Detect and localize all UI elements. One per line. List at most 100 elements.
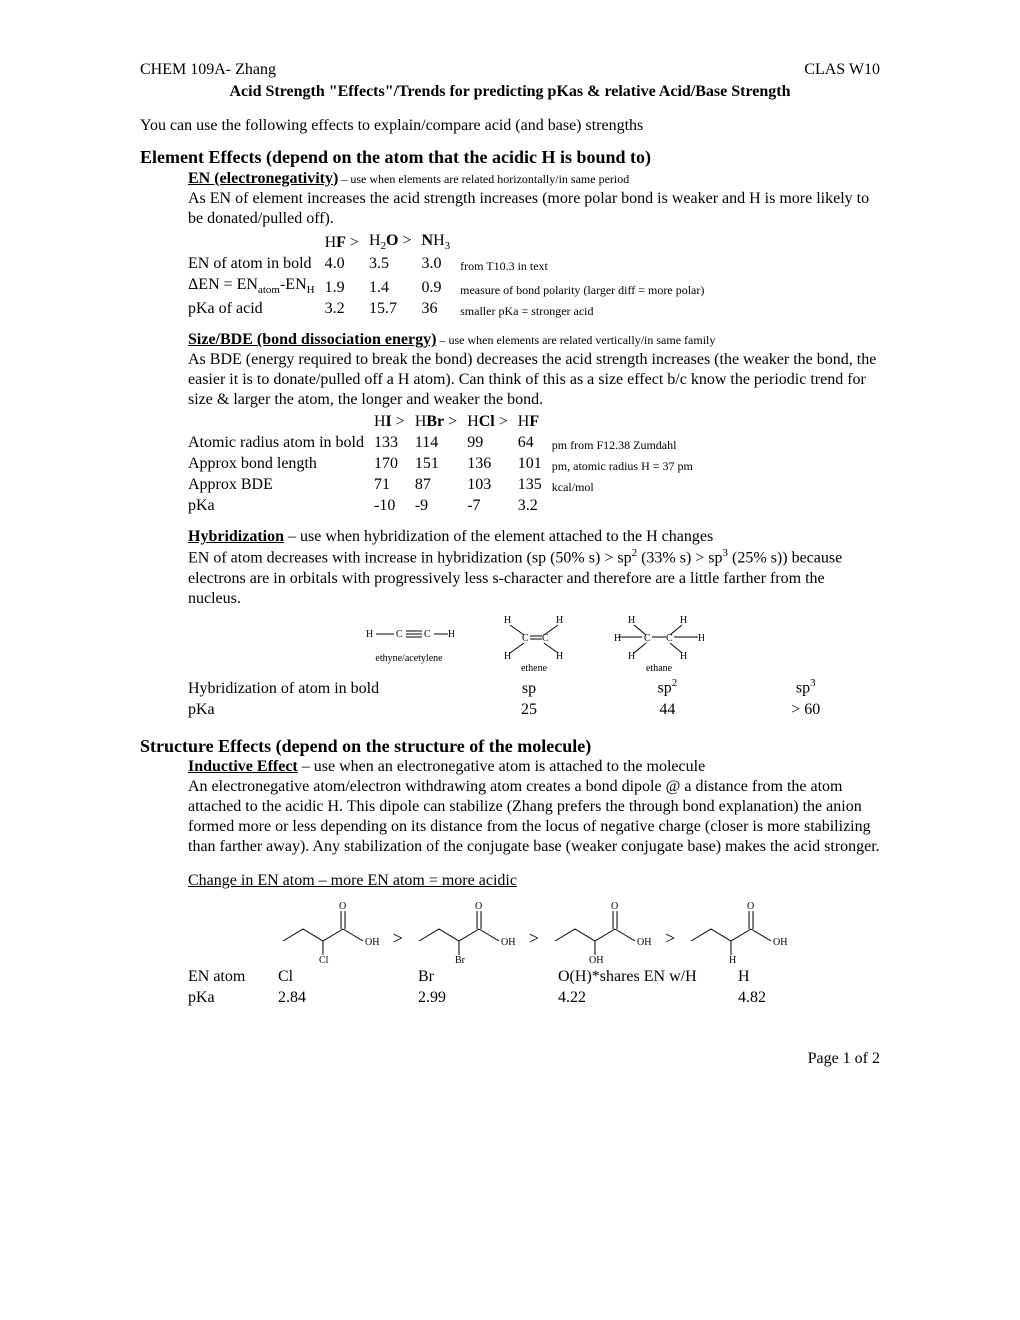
acid-icon: O OH Br [411,899,521,963]
svg-text:H: H [628,651,635,661]
ethene-icon: H H C C H H [494,615,574,661]
row-label: pKa [188,988,278,1009]
hyb-row-label: Hybridization of atom in bold [188,677,465,699]
en-row-label: pKa of acid [188,299,325,320]
intro-text: You can use the following effects to exp… [140,116,880,136]
cell: 151 [415,454,467,475]
inductive-change-label: Change in EN atom – more EN atom = more … [188,871,880,891]
cell: -7 [467,496,518,517]
svg-text:H: H [628,615,635,626]
svg-text:H: H [729,955,736,963]
cell: > 60 [742,700,880,721]
svg-text:H: H [366,629,373,640]
cell-note: smaller pKa = stronger acid [460,299,714,320]
cell: 1.9 [325,275,369,299]
ethane-icon: HH C C H H HH [614,615,704,661]
cell: 4.82 [738,988,880,1009]
en-table: HF > H2O > NH3 EN of atom in bold 4.0 3.… [188,231,714,321]
cell: 136 [467,454,518,475]
cell: 3.5 [369,254,422,275]
mol-name: ethane [614,663,704,676]
svg-text:C: C [542,633,549,644]
hyb-note: – use when hybridization of the element … [284,528,713,545]
en-desc: As EN of element increases the acid stre… [188,189,880,229]
inductive-desc: An electronegative atom/electron withdra… [188,777,880,857]
hyb-molecules: H C C H ethyne/acetylene HH C C [188,615,880,676]
svg-text:C: C [522,633,529,644]
svg-text:H: H [698,633,704,644]
svg-text:O: O [611,901,618,912]
acid-icon: O OH H [683,899,793,963]
svg-text:OH: OH [637,937,651,948]
svg-text:OH: OH [501,937,515,948]
element-effects-head: Element Effects (depend on the atom that… [140,146,880,169]
cell: 44 [603,700,741,721]
svg-text:OH: OH [365,937,379,948]
cell: -9 [415,496,467,517]
cell-note: pm, atomic radius H = 37 pm [552,454,703,475]
mol-name: ethene [494,663,574,676]
cell-note: kcal/mol [552,475,703,496]
svg-text:H: H [448,629,454,640]
svg-text:O: O [747,901,754,912]
bde-note: – use when elements are related vertical… [436,333,715,347]
cell: 99 [467,433,518,454]
svg-text:H: H [680,615,687,626]
inductive-table: EN atom Cl Br O(H)*shares EN w/H H pKa 2… [188,967,880,1009]
cell: 0.9 [422,275,461,299]
svg-text:Br: Br [455,955,466,963]
cell: 170 [374,454,415,475]
cell: 25 [465,700,603,721]
cell: 87 [415,475,467,496]
svg-text:C: C [396,629,403,640]
cell: 101 [518,454,552,475]
cell: 36 [422,299,461,320]
cell: 135 [518,475,552,496]
row-label: EN atom [188,967,278,988]
hyb-table: Hybridization of atom in bold sp sp2 sp3… [188,677,880,720]
svg-text:O: O [339,901,346,912]
cell: 15.7 [369,299,422,320]
hyb-desc: EN of atom decreases with increase in hy… [188,547,880,608]
cell: O(H)*shares EN w/H [558,967,738,988]
header-right: CLAS W10 [804,60,880,80]
svg-text:H: H [504,651,511,661]
bde-row-label: pKa [188,496,374,517]
inductive-label: Inductive Effect [188,758,298,775]
cell: 64 [518,433,552,454]
svg-text:OH: OH [773,937,787,948]
en-note: – use when elements are related horizont… [338,172,629,186]
inductive-note: – use when an electronegative atom is at… [298,758,705,775]
svg-text:H: H [556,651,563,661]
hyb-row-label: pKa [188,700,465,721]
hyb-label: Hybridization [188,528,284,545]
en-label: EN (electronegativity) [188,170,338,187]
acid-icon: O OH Cl [275,899,385,963]
bde-desc: As BDE (energy required to break the bon… [188,350,880,410]
svg-text:Cl: Cl [319,955,329,963]
cell: -10 [374,496,415,517]
cell: 71 [374,475,415,496]
ethyne-icon: H C C H [364,615,454,651]
cell: H [738,967,880,988]
bde-row-label: Approx BDE [188,475,374,496]
svg-text:H: H [680,651,687,661]
svg-text:C: C [424,629,431,640]
cell: 133 [374,433,415,454]
cell-note: measure of bond polarity (larger diff = … [460,275,714,299]
en-row-label: EN of atom in bold [188,254,325,275]
page-title: Acid Strength "Effects"/Trends for predi… [140,82,880,102]
bde-table: HI > HBr > HCl > HF Atomic radius atom i… [188,412,703,517]
cell: 103 [467,475,518,496]
cell: 2.84 [278,988,418,1009]
svg-text:H: H [614,633,621,644]
cell: 4.22 [558,988,738,1009]
cell-note: from T10.3 in text [460,254,714,275]
cell: 114 [415,433,467,454]
cell: 3.2 [325,299,369,320]
svg-text:H: H [504,615,511,626]
cell: 3.0 [422,254,461,275]
bde-row-label: Approx bond length [188,454,374,475]
svg-text:H: H [556,615,563,626]
structure-head: Structure Effects (depend on the structu… [140,735,880,758]
